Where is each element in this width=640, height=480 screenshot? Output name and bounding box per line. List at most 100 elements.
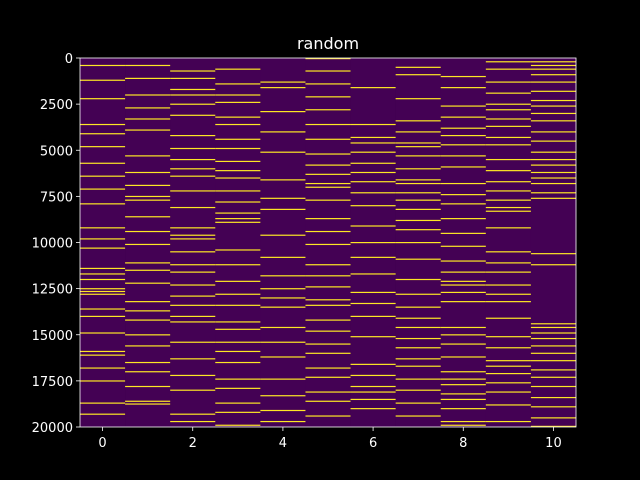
heatmap-cell	[305, 83, 351, 85]
heatmap-cell	[350, 87, 396, 89]
heatmap-cell	[530, 369, 576, 371]
heatmap-cell	[260, 179, 306, 181]
heatmap-cell	[125, 385, 171, 388]
heatmap-cell	[350, 142, 396, 144]
heatmap-cell	[395, 402, 441, 404]
heatmap-cell	[80, 332, 126, 334]
heatmap-cell	[80, 188, 126, 190]
x-tick-label: 10	[545, 436, 562, 451]
heatmap-cell	[260, 395, 306, 397]
heatmap-cell	[485, 103, 531, 105]
heatmap-cell	[125, 334, 171, 336]
heatmap-cell	[395, 131, 441, 133]
heatmap-cell	[305, 367, 351, 369]
heatmap-cell	[170, 341, 216, 343]
heatmap-cell	[260, 297, 306, 299]
heatmap-cell	[260, 111, 306, 113]
heatmap-cell	[215, 83, 261, 85]
heatmap-cell	[395, 199, 441, 201]
heatmap-cell	[485, 68, 531, 70]
heatmap-cell	[260, 151, 306, 153]
heatmap-cell	[215, 411, 261, 413]
heatmap-cell	[440, 291, 486, 294]
heatmap-cell	[215, 249, 261, 251]
heatmap-cell	[260, 326, 306, 329]
heatmap-cell	[485, 336, 531, 338]
heatmap-cell	[395, 337, 441, 340]
heatmap-cell	[170, 168, 216, 170]
heatmap-cell	[215, 304, 261, 306]
heatmap-cell	[215, 218, 261, 220]
heatmap-cell	[530, 158, 576, 161]
heatmap-cell	[215, 94, 261, 96]
heatmap-cell	[485, 347, 531, 349]
heatmap-cell	[170, 389, 216, 391]
heatmap-cell	[440, 260, 486, 262]
heatmap-cell	[440, 371, 486, 373]
heatmap-cell	[170, 88, 216, 91]
heatmap-cell	[305, 186, 351, 188]
heatmap-cell	[215, 221, 261, 223]
heatmap-cell	[125, 199, 171, 201]
heatmap-cell	[485, 251, 531, 253]
heatmap-cell	[530, 425, 576, 427]
heatmap-cell	[395, 242, 441, 244]
heatmap-cell	[170, 264, 216, 266]
heatmap-cell	[440, 127, 486, 129]
heatmap-column-9	[485, 58, 532, 427]
heatmap-cell	[305, 264, 351, 266]
heatmap-cell	[170, 420, 216, 423]
x-tick-label: 2	[189, 436, 197, 451]
heatmap-cell	[80, 133, 126, 135]
heatmap-cell	[305, 96, 351, 98]
heatmap-cell	[125, 319, 171, 321]
heatmap-cell	[80, 367, 126, 369]
heatmap-cell	[485, 210, 531, 212]
heatmap-cell	[170, 413, 216, 415]
heatmap-cell	[170, 103, 216, 105]
heatmap-cell	[125, 216, 171, 218]
heatmap-cell	[395, 146, 441, 148]
heatmap-cell	[170, 227, 216, 229]
heatmap-cell	[80, 413, 126, 415]
heatmap-cell	[530, 376, 576, 378]
heatmap-cell	[440, 420, 486, 423]
heatmap-cell	[305, 70, 351, 72]
heatmap-cell	[170, 304, 216, 306]
heatmap-cell	[305, 319, 351, 321]
heatmap-cell	[170, 175, 216, 177]
heatmap-cell	[485, 144, 531, 146]
x-tick-label: 4	[279, 436, 287, 451]
heatmap-cell	[80, 238, 126, 240]
heatmap-cell	[170, 251, 216, 253]
heatmap-column-10	[530, 58, 577, 427]
heatmap-cell	[215, 280, 261, 282]
heatmap-cell	[305, 415, 351, 417]
heatmap-cell	[440, 393, 486, 395]
heatmap-cell	[530, 406, 576, 408]
heatmap-cell	[485, 404, 531, 406]
heatmap-cell	[530, 74, 576, 76]
heatmap-cell	[215, 138, 261, 140]
heatmap-cell	[485, 190, 531, 192]
heatmap-cell	[350, 162, 396, 164]
heatmap-cell	[215, 212, 261, 214]
x-tick-label: 6	[369, 436, 377, 451]
heatmap-cell	[170, 134, 216, 137]
heatmap-cell	[530, 360, 576, 362]
heatmap-cell	[530, 64, 576, 67]
heatmap-cell	[305, 330, 351, 332]
heatmap-cell	[80, 354, 126, 356]
heatmap-cell	[530, 90, 576, 92]
heatmap-cell	[215, 68, 261, 70]
heatmap-cell	[350, 374, 396, 377]
heatmap-cell	[170, 321, 216, 323]
heatmap-cell	[170, 238, 216, 240]
heatmap-cell	[260, 341, 306, 343]
heatmap-cell	[215, 177, 261, 179]
heatmap-cell	[305, 286, 351, 288]
heatmap-cell	[395, 258, 441, 260]
heatmap-cell	[125, 129, 171, 131]
heatmap-cell	[440, 203, 486, 205]
heatmap-cell	[440, 87, 486, 89]
